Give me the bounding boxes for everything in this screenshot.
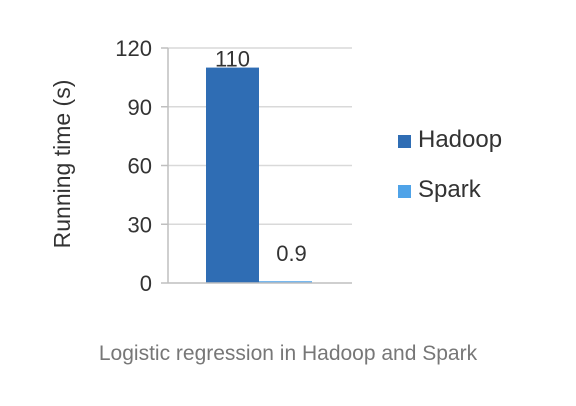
legend-label-hadoop: Hadoop xyxy=(418,126,502,153)
gridlines xyxy=(161,47,352,284)
bar-chart: 0 30 60 90 120 110 0.9 Running time (s) Hadoo… xyxy=(49,36,502,296)
bar-spark xyxy=(259,281,312,283)
y-tick-label-120: 120 xyxy=(115,36,152,61)
chart-caption: Logistic regression in Hadoop and Spark xyxy=(98,342,478,365)
bar-hadoop xyxy=(206,67,259,283)
legend-swatch-hadoop xyxy=(398,135,411,148)
data-label-hadoop: 110 xyxy=(215,47,250,72)
y-tick-label-0: 0 xyxy=(140,271,152,296)
legend-label-spark: Spark xyxy=(418,176,482,203)
bars xyxy=(206,67,312,283)
chart-area: 0 30 60 90 120 110 0.9 Running time (s) Hadoo… xyxy=(49,36,502,296)
legend-swatch-spark xyxy=(398,185,411,198)
y-tick-labels: 0 30 60 90 120 xyxy=(115,36,152,296)
y-tick-label-90: 90 xyxy=(128,95,152,120)
data-label-spark: 0.9 xyxy=(276,241,307,266)
y-tick-label-60: 60 xyxy=(128,154,152,179)
data-labels: 110 0.9 xyxy=(215,47,307,267)
y-axis-title: Running time (s) xyxy=(49,80,75,249)
axes xyxy=(167,48,352,284)
legend: Hadoop Spark xyxy=(398,126,502,203)
y-tick-label-30: 30 xyxy=(128,212,152,237)
